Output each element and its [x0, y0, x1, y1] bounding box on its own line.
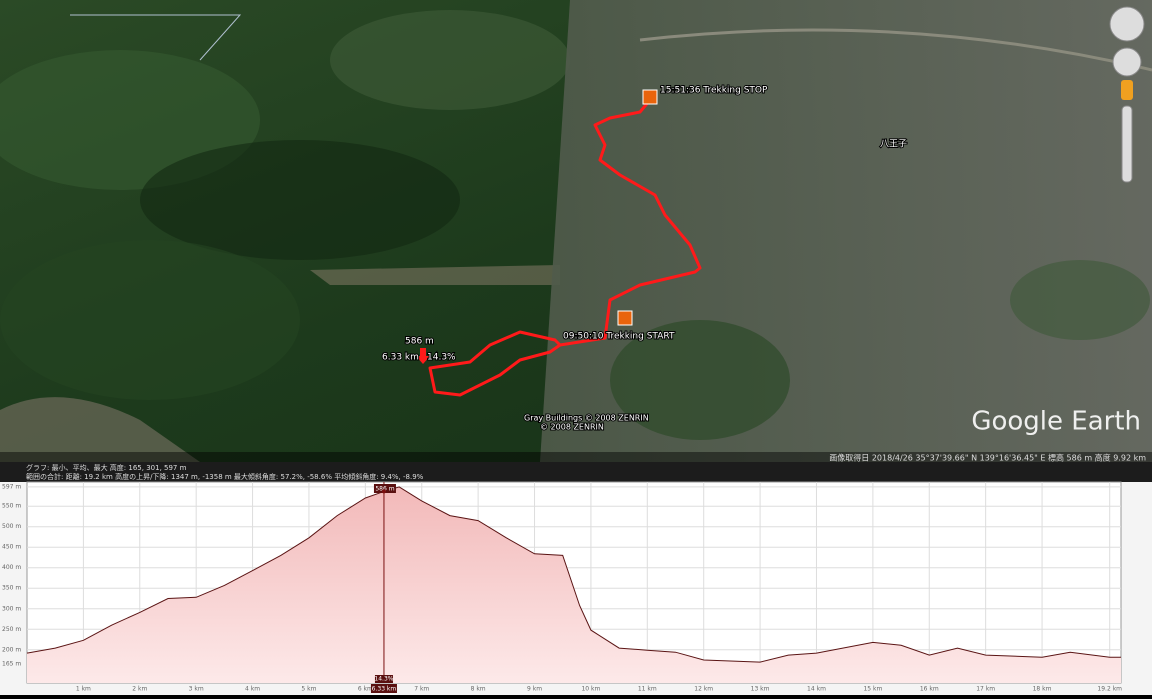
cursor-grade: 14.3% — [374, 676, 393, 683]
valley — [310, 265, 560, 285]
x-tick-label: 15 km — [863, 686, 882, 693]
x-tick-label: 9 km — [527, 686, 542, 693]
y-tick-label: 450 m — [2, 544, 21, 551]
x-tick-label: 12 km — [694, 686, 713, 693]
y-tick-label: 400 m — [2, 564, 21, 571]
look-control[interactable] — [1112, 47, 1142, 77]
x-tick-label: 19.2 km — [1097, 686, 1122, 693]
y-tick-label: 250 m — [2, 626, 21, 633]
stop-label: 15:51:36 Trekking STOP — [660, 86, 768, 96]
x-tick-label: 4 km — [245, 686, 260, 693]
y-tick-label: 165 m — [2, 661, 21, 668]
elevation-area — [27, 486, 1121, 683]
city-label: 八王子 — [880, 139, 907, 150]
boundary — [70, 14, 242, 61]
road — [639, 28, 1152, 72]
profile-header — [0, 462, 1152, 482]
x-tick-label: 6 km — [358, 686, 373, 693]
x-tick-label: 7 km — [414, 686, 429, 693]
cursor-tag — [374, 675, 393, 683]
logo: Google Earth — [971, 407, 1141, 437]
y-tick-label: 597 m — [2, 483, 21, 490]
copyright: © 2008 ZENRIN — [540, 423, 604, 432]
terrain — [1010, 260, 1150, 340]
zoom-slider[interactable] — [1121, 105, 1133, 183]
cursor-tag — [373, 484, 396, 493]
elevation-profile: グラフ: 最小、平均、最大 高度: 165, 301, 597 m 範囲の合計:… — [0, 462, 1152, 695]
position-marker — [416, 348, 430, 364]
track — [428, 99, 702, 397]
x-tick-label: 13 km — [751, 686, 770, 693]
cursor-value: 586 m — [375, 486, 394, 493]
x-tick-label: 8 km — [471, 686, 486, 693]
summary: グラフ: 最小、平均、最大 高度: 165, 301, 597 m — [26, 463, 187, 472]
grade-label: 14.3% — [427, 353, 456, 363]
cursor-point — [381, 489, 386, 494]
start-icon[interactable] — [617, 310, 633, 326]
cursor-tag — [370, 684, 397, 693]
y-tick-label: 350 m — [2, 585, 21, 592]
terrain — [610, 320, 790, 440]
summary: 範囲の合計: 距離: 19.2 km 高度の上昇/下降: 1347 m, -13… — [26, 472, 424, 481]
distance-label: 6.33 km — [382, 353, 419, 363]
elevation-line — [26, 486, 1121, 663]
x-tick-label: 5 km — [301, 686, 316, 693]
street-view[interactable] — [1121, 80, 1133, 100]
start-label: 09:50:10 Trekking START — [563, 332, 675, 342]
town — [0, 397, 200, 462]
cursor-distance: 6.33 km — [372, 686, 397, 693]
x-tick-label: 17 km — [976, 686, 995, 693]
x-tick-label: 1 km — [76, 686, 91, 693]
y-tick-label: 200 m — [2, 646, 21, 653]
x-tick-label: 10 km — [581, 686, 600, 693]
compass[interactable] — [1109, 6, 1145, 42]
status-text: 画像取得日 2018/4/26 35°37'39.66" N 139°16'36… — [829, 453, 1146, 463]
terrain — [330, 10, 570, 110]
x-tick-label: 2 km — [132, 686, 147, 693]
y-tick-label: 550 m — [2, 503, 21, 510]
elevation-label: 586 m — [405, 337, 434, 347]
terrain — [0, 240, 300, 400]
map-view[interactable]: 15:51:36 Trekking STOP 09:50:10 Trekking… — [0, 0, 1152, 463]
copyright: Gray Buildings © 2008 ZENRIN — [524, 414, 649, 423]
x-tick-label: 18 km — [1033, 686, 1052, 693]
status-bar — [0, 452, 1152, 462]
x-tick-label: 14 km — [807, 686, 826, 693]
x-tick-label: 16 km — [920, 686, 939, 693]
y-tick-label: 500 m — [2, 523, 21, 530]
y-tick-label: 300 m — [2, 605, 21, 612]
x-tick-label: 11 km — [638, 686, 657, 693]
stop-icon[interactable] — [642, 89, 658, 105]
terrain — [140, 140, 460, 260]
x-tick-label: 3 km — [189, 686, 204, 693]
